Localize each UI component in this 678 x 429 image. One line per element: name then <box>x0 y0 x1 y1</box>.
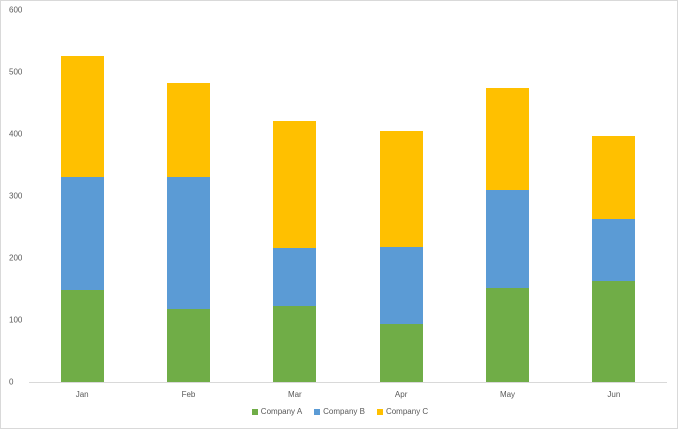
x-tick-label: Jun <box>607 390 621 399</box>
x-tick-label: May <box>499 390 516 399</box>
bar-segment-company-b <box>379 246 423 324</box>
bar-segment-company-a <box>167 308 210 382</box>
bar-segment-company-a <box>592 280 636 382</box>
bar-segment-company-b <box>60 176 104 291</box>
y-tick-label: 600 <box>9 5 23 15</box>
bar-segment-company-c <box>167 83 210 177</box>
bar-segment-company-a <box>486 287 529 382</box>
legend-item: Company C <box>376 407 429 416</box>
y-tick-label: 400 <box>9 129 23 139</box>
x-tick-label: Jan <box>75 390 89 399</box>
y-tick-label: 100 <box>9 315 23 325</box>
bar-segment-company-b <box>167 176 210 309</box>
x-axis-line <box>29 382 667 383</box>
legend-swatch-icon <box>251 408 258 415</box>
x-tick-label: Apr <box>394 390 408 399</box>
bar-segment-company-c <box>60 55 104 177</box>
bar-segment-company-c <box>273 120 317 249</box>
y-tick-label: 200 <box>9 253 23 263</box>
stacked-bar-apr <box>379 130 423 382</box>
stacked-bar-feb <box>167 83 210 382</box>
legend-item: Company B <box>314 407 365 416</box>
bar-segment-company-b <box>273 248 317 306</box>
x-tick-label: Feb <box>181 390 196 399</box>
bar-segment-company-a <box>60 290 104 382</box>
legend-swatch-icon <box>314 408 321 415</box>
legend: Company A Company B Company C <box>1 407 678 416</box>
legend-label: Company C <box>385 407 429 416</box>
bar-segment-company-c <box>486 88 529 190</box>
legend-swatch-icon <box>376 408 383 415</box>
legend-label: Company B <box>323 407 365 416</box>
y-tick-label: 0 <box>9 377 14 387</box>
bar-segment-company-a <box>273 305 317 382</box>
legend-label: Company A <box>260 407 303 416</box>
y-tick-label: 300 <box>9 191 23 201</box>
stacked-bar-mar <box>273 120 317 382</box>
bar-segment-company-c <box>379 130 423 247</box>
y-tick-label: 500 <box>9 67 23 77</box>
stacked-bar-jan <box>60 55 104 382</box>
stacked-bar-may <box>486 88 529 382</box>
bar-segment-company-c <box>592 135 636 219</box>
stacked-bar-jun <box>592 135 636 382</box>
bar-segment-company-a <box>379 323 423 382</box>
bar-segment-company-b <box>592 218 636 281</box>
bar-segment-company-b <box>486 189 529 288</box>
x-tick-label: Mar <box>287 390 302 399</box>
legend-item: Company A <box>251 407 303 416</box>
